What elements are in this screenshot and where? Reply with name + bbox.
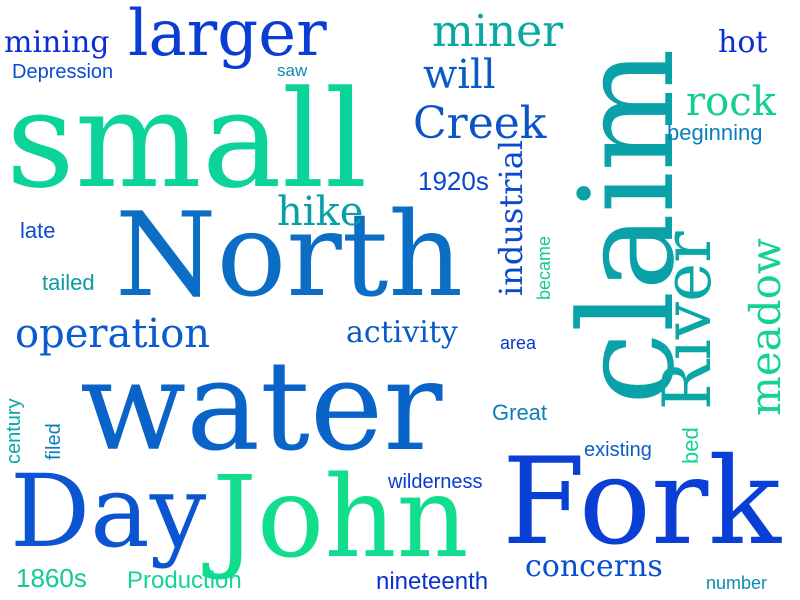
word-will: will	[423, 52, 496, 98]
word-north: North	[115, 188, 464, 323]
word-wilderness: wilderness	[388, 471, 483, 493]
word-late: late	[20, 218, 56, 243]
word-area: area	[500, 333, 537, 353]
word-water: water	[80, 335, 443, 479]
word-meadow: meadow	[741, 238, 790, 416]
word-river: River	[649, 231, 726, 410]
word-larger: larger	[128, 0, 327, 71]
word-beginning: beginning	[667, 120, 763, 145]
word-saw: saw	[277, 61, 308, 80]
word-industrial: industrial	[492, 139, 530, 296]
word-day: Day	[10, 453, 207, 570]
word-filed: filed	[43, 423, 65, 460]
word-nineteenth: nineteenth	[376, 568, 489, 595]
word-fork: Fork	[502, 433, 782, 572]
word-depression: Depression	[12, 61, 114, 83]
word-became: became	[534, 235, 554, 300]
word-hike: hike	[277, 189, 364, 235]
word-small: small	[6, 62, 368, 218]
word-tailed: tailed	[42, 270, 95, 295]
word-existing: existing	[584, 439, 652, 461]
word-number: number	[706, 573, 768, 593]
word-john: John	[212, 453, 469, 583]
word-century: century	[3, 398, 25, 464]
word-creek: Creek	[413, 98, 547, 149]
word-miner: miner	[432, 6, 564, 57]
word-great: Great	[492, 400, 548, 425]
word-production: Production	[127, 567, 242, 594]
word-hot: hot	[718, 25, 768, 60]
word-bed: bed	[678, 427, 703, 464]
word-concerns: concerns	[525, 549, 663, 584]
word-mining: mining	[4, 25, 110, 60]
word-1860s: 1860s	[16, 563, 87, 593]
word-1920s: 1920s	[418, 166, 489, 196]
word-rock: rock	[686, 79, 776, 125]
word-operation: operation	[15, 311, 211, 357]
word-activity: activity	[346, 315, 458, 350]
